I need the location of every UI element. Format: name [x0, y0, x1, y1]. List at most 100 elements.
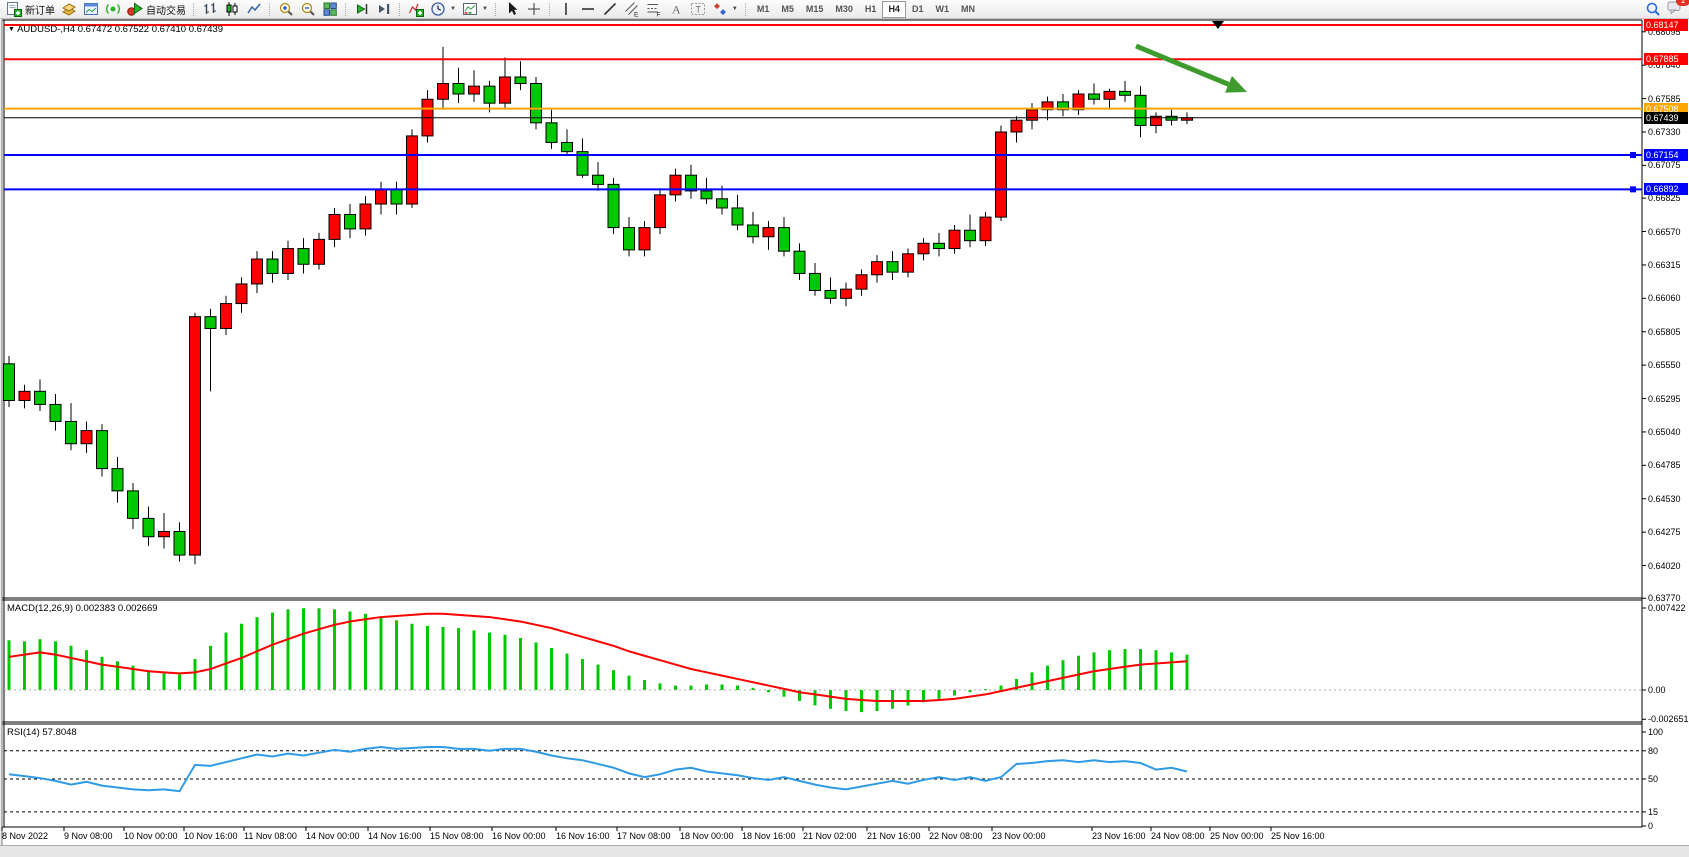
price-tick-label: 0.67330	[1648, 126, 1681, 137]
blue-window-icon	[84, 3, 98, 15]
timeframe-w1-button[interactable]: W1	[929, 1, 955, 18]
candle	[669, 168, 682, 202]
notification-badge: 1	[1676, 0, 1689, 7]
candle	[406, 129, 418, 208]
search-icon	[1646, 2, 1660, 16]
candle	[127, 483, 139, 529]
symbol-dropdown-icon[interactable]: ▼	[8, 26, 15, 33]
line-chart-button[interactable]	[243, 1, 265, 18]
time-axis-label: 21 Nov 16:00	[867, 831, 921, 841]
candle	[1088, 83, 1100, 105]
candle	[514, 61, 527, 91]
rsi-tick-label: 0	[1648, 821, 1654, 831]
periods-button[interactable]: ▼	[427, 1, 459, 18]
rsi-tick-label: 80	[1648, 745, 1659, 756]
text-button[interactable]: A	[665, 1, 687, 18]
candle	[824, 277, 837, 304]
trend-arrow-shaft[interactable]	[1135, 43, 1230, 87]
candle	[1057, 94, 1069, 117]
candle	[638, 221, 651, 257]
horizontal-line-button[interactable]	[577, 1, 599, 18]
candle	[592, 162, 604, 191]
search-button[interactable]	[1642, 1, 1664, 18]
line-handle[interactable]	[1630, 186, 1636, 193]
zoom-in-button[interactable]	[275, 1, 297, 18]
price-tick-label: 0.66825	[1648, 193, 1681, 204]
indicators-button[interactable]	[405, 1, 427, 18]
tile-windows-button[interactable]	[319, 1, 341, 18]
candlestick-chart-button[interactable]	[221, 1, 243, 18]
bar-chart-button[interactable]	[199, 1, 221, 18]
candle	[902, 248, 914, 278]
templates-button[interactable]: ▼	[459, 1, 491, 18]
candle	[80, 421, 93, 453]
new-order-icon	[7, 2, 22, 17]
timeframe-m15-button[interactable]: M15	[800, 1, 830, 18]
dropdown-caret-icon: ▼	[731, 6, 738, 12]
svg-text:A: A	[672, 3, 681, 17]
line-price-label: 0.66892	[1644, 183, 1688, 196]
timeframe-h4-button[interactable]: H4	[882, 0, 906, 18]
candle	[1026, 103, 1038, 130]
autotrading-button[interactable]: 自动交易	[124, 1, 189, 18]
candle	[933, 232, 945, 257]
candle	[1119, 80, 1131, 102]
candle	[1072, 90, 1085, 115]
new-order-button[interactable]: 新订单	[3, 1, 58, 18]
candle	[1150, 112, 1162, 134]
timeframe-m30-button[interactable]: M30	[829, 1, 859, 18]
timeframe-m5-button[interactable]: M5	[775, 1, 800, 18]
cursor-button[interactable]	[501, 1, 523, 18]
candle	[328, 207, 341, 248]
time-axis-label: 24 Nov 08:00	[1151, 831, 1205, 841]
signals-button[interactable]	[102, 1, 124, 18]
linechart-icon	[247, 3, 261, 14]
notifications-button[interactable]: 1	[1664, 0, 1689, 20]
chart-shift-button[interactable]	[373, 1, 395, 18]
time-axis-label: 17 Nov 08:00	[617, 831, 671, 841]
timeframe-h1-button[interactable]: H1	[859, 1, 883, 18]
timeframe-d1-button[interactable]: D1	[906, 1, 930, 18]
time-axis-label: 11 Nov 08:00	[244, 831, 297, 841]
equidistant-channel-button[interactable]: E	[621, 1, 643, 18]
candle	[173, 522, 186, 562]
macd-signal-line	[8, 612, 1188, 703]
textT-icon: T	[690, 3, 705, 15]
text-label-button[interactable]: T	[687, 1, 709, 18]
candle	[545, 109, 558, 150]
candle	[468, 70, 480, 102]
chart-shift-marker[interactable]	[1212, 21, 1224, 29]
candle	[220, 295, 232, 336]
cursor-icon	[508, 2, 518, 15]
candle	[344, 204, 356, 239]
line-handle[interactable]	[1630, 152, 1636, 159]
zoom-out-button[interactable]	[297, 1, 319, 18]
zoom-out-icon	[301, 2, 315, 16]
timeframe-mn-button[interactable]: MN	[955, 1, 981, 18]
time-axis-label: 15 Nov 08:00	[430, 831, 484, 841]
candle	[375, 181, 387, 215]
symbol-title: ▼ AUDUSD-,H4 0.67472 0.67522 0.67410 0.6…	[8, 24, 223, 35]
candle	[530, 76, 542, 130]
candle	[762, 221, 775, 250]
fibonacci-button[interactable]: F	[643, 1, 665, 18]
svg-text:T: T	[695, 5, 701, 15]
candle	[716, 185, 728, 215]
timeframe-m1-button[interactable]: M1	[751, 1, 776, 18]
terminal-window-button[interactable]	[80, 1, 102, 18]
metaeditor-button[interactable]	[58, 1, 80, 18]
dropdown-caret-icon: ▼	[450, 6, 456, 12]
macd-tick-label: 0.00	[1648, 685, 1666, 695]
arrows-tool-button[interactable]: ▼	[709, 1, 741, 18]
auto-scroll-button[interactable]	[351, 1, 373, 18]
candle	[18, 384, 31, 409]
candle	[685, 164, 697, 199]
crosshair-button[interactable]	[523, 1, 545, 18]
vertical-line-button[interactable]	[555, 1, 577, 18]
price-tick-label: 0.67585	[1648, 93, 1681, 104]
trendline-button[interactable]	[599, 1, 621, 18]
candle	[437, 46, 449, 110]
macd-indicator-label: MACD(12,26,9) 0.002383 0.002669	[7, 603, 158, 614]
trend-arrow-head[interactable]	[1225, 76, 1247, 93]
toolbar-separator	[744, 2, 747, 16]
